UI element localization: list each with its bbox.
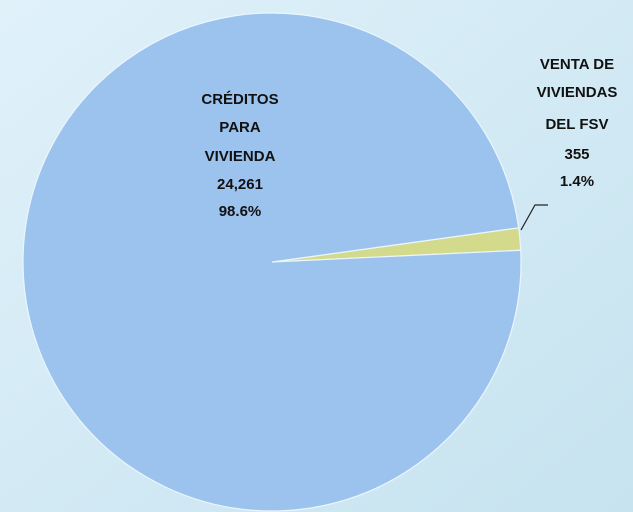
value-label: 24,261 xyxy=(217,176,263,193)
category-label: CRÉDITOS xyxy=(201,91,278,108)
category-label: VENTA DE xyxy=(540,56,614,73)
percentage-label: 1.4% xyxy=(560,173,594,190)
value-label: 355 xyxy=(564,146,589,163)
labels: CRÉDITOS PARA VIVIENDA 24,261 98.6% VENTA DE V… xyxy=(201,56,617,220)
percentage-label: 98.6% xyxy=(219,203,262,220)
pie-slice xyxy=(22,12,522,512)
category-label: PARA xyxy=(219,119,261,136)
category-label: DEL FSV xyxy=(545,116,608,133)
leader-line xyxy=(520,204,548,231)
category-label: VIVIENDA xyxy=(205,148,276,165)
category-label: VIVIENDAS xyxy=(537,84,618,101)
pie xyxy=(22,12,522,512)
